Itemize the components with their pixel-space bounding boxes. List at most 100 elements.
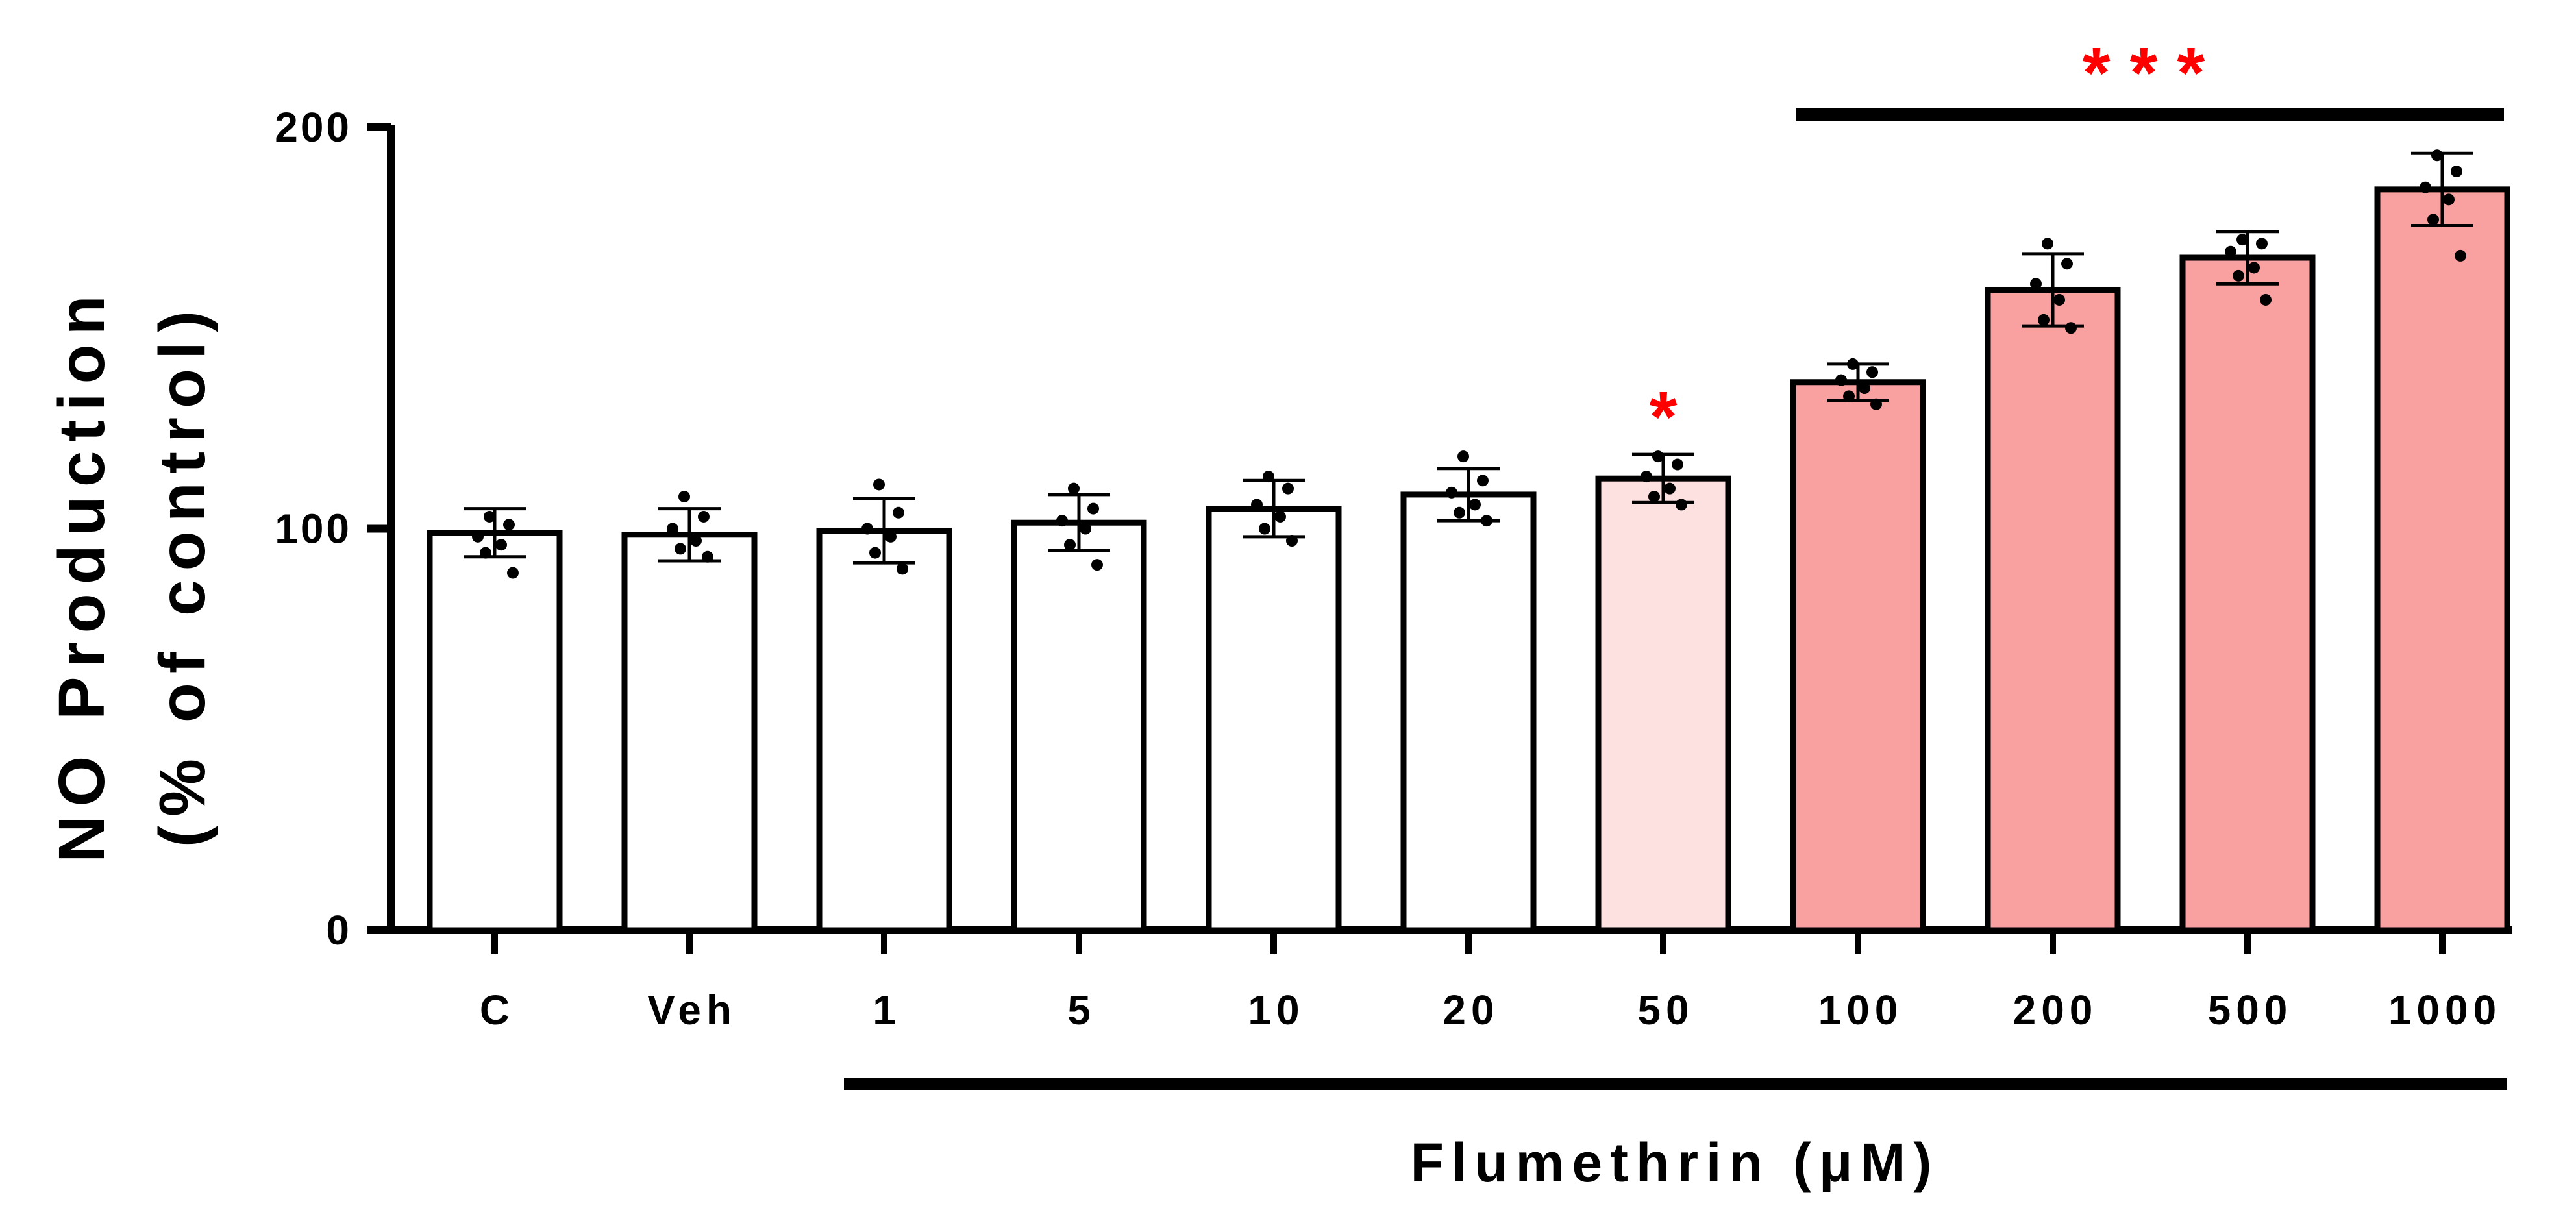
x-tick-label: 20 <box>1443 987 1499 1033</box>
bars <box>427 186 2510 933</box>
data-point <box>2061 258 2073 270</box>
data-point <box>1648 491 1660 503</box>
data-marks: **** <box>464 33 2504 579</box>
x-tick-label: 1000 <box>2388 987 2501 1033</box>
data-point <box>495 539 507 551</box>
data-point <box>1056 515 1068 527</box>
data-point <box>873 478 885 491</box>
significance-marker: *** <box>2083 33 2224 113</box>
data-point <box>885 530 897 543</box>
y-tick-label: 200 <box>275 104 352 151</box>
data-point <box>484 510 495 523</box>
data-point <box>2420 181 2431 193</box>
data-point <box>1068 482 1080 495</box>
data-point <box>861 523 873 535</box>
data-point <box>1835 374 1847 386</box>
x-tick-label: 500 <box>2208 987 2293 1033</box>
x-tick-label: 5 <box>1067 987 1096 1033</box>
data-point <box>1469 499 1481 511</box>
y-axis-label-line-2: (% of control) <box>146 302 219 847</box>
data-point <box>1847 358 1859 370</box>
data-point <box>472 530 484 543</box>
bar <box>2374 186 2510 933</box>
data-point <box>869 547 881 559</box>
data-point <box>1251 499 1263 511</box>
data-point <box>2065 322 2077 334</box>
data-point <box>702 550 713 563</box>
data-point <box>503 519 515 531</box>
data-point <box>2030 278 2042 290</box>
data-point <box>2455 249 2466 262</box>
data-point <box>893 506 904 519</box>
data-point <box>1477 475 1489 487</box>
x-tick-label: 50 <box>1637 987 1694 1033</box>
bar <box>621 532 758 933</box>
data-point <box>2225 245 2236 258</box>
data-point <box>1263 471 1274 483</box>
data-point <box>2236 234 2248 246</box>
data-point <box>1087 502 1099 515</box>
data-point <box>1282 482 1294 495</box>
data-point <box>1481 515 1492 527</box>
data-point <box>1274 510 1286 523</box>
data-point <box>1064 539 1076 551</box>
x-tick-label: 200 <box>2013 987 2098 1033</box>
x-tick-label: C <box>480 987 515 1033</box>
bar <box>1790 379 1926 933</box>
bar <box>816 528 952 933</box>
data-point <box>2042 238 2053 250</box>
x-axis-label: Flumethrin (μM) <box>1411 1132 1940 1193</box>
y-tick-label: 0 <box>326 907 352 954</box>
data-point <box>507 567 519 579</box>
data-point <box>690 535 702 547</box>
data-point <box>1259 523 1270 535</box>
data-point <box>1672 458 1683 471</box>
bar <box>2179 254 2316 933</box>
x-tick-label: 10 <box>1248 987 1304 1033</box>
data-point <box>1457 450 1469 463</box>
data-point <box>1446 486 1457 499</box>
data-point <box>1664 482 1676 495</box>
data-point <box>1454 506 1465 519</box>
data-point <box>2260 293 2272 306</box>
data-point <box>2256 238 2268 250</box>
bar <box>1985 286 2121 933</box>
data-point <box>1091 559 1103 571</box>
y-tick-label: 100 <box>275 506 352 552</box>
data-point <box>1870 398 1882 410</box>
data-point <box>1652 450 1664 463</box>
data-point <box>480 547 491 559</box>
y-axis-label-line-1: NO Production <box>45 286 118 863</box>
significance-marker: * <box>1650 377 1678 457</box>
data-point <box>1286 535 1298 547</box>
data-point <box>1866 366 1878 378</box>
data-point <box>1843 390 1855 402</box>
bar <box>1206 506 1342 933</box>
data-point <box>1080 523 1091 535</box>
data-point <box>675 543 686 555</box>
bar <box>427 530 563 933</box>
data-point <box>2427 214 2439 226</box>
data-point <box>2233 269 2244 282</box>
data-point <box>1641 471 1652 483</box>
data-point <box>667 523 678 535</box>
bar <box>1595 475 1731 933</box>
data-point <box>2248 262 2260 274</box>
data-point <box>1859 382 1870 395</box>
x-tick-label: 100 <box>1818 987 1903 1033</box>
data-point <box>698 510 710 523</box>
data-point <box>2038 314 2050 326</box>
bar <box>1400 491 1537 933</box>
bar <box>1011 519 1147 933</box>
data-point <box>1676 499 1687 511</box>
axes: 0 100 200 C Veh 1 5 10 20 50 100 200 500 1000 <box>275 104 2512 1090</box>
data-point <box>2053 293 2065 306</box>
data-point <box>678 491 690 503</box>
data-point <box>2443 193 2455 206</box>
x-tick-label: 1 <box>873 987 901 1033</box>
data-point <box>2451 166 2462 178</box>
x-tick-label: Veh <box>647 987 737 1033</box>
data-point <box>897 563 908 575</box>
